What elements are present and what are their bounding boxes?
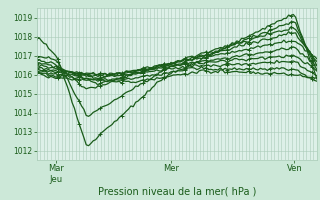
- X-axis label: Pression niveau de la mer( hPa ): Pression niveau de la mer( hPa ): [98, 186, 256, 196]
